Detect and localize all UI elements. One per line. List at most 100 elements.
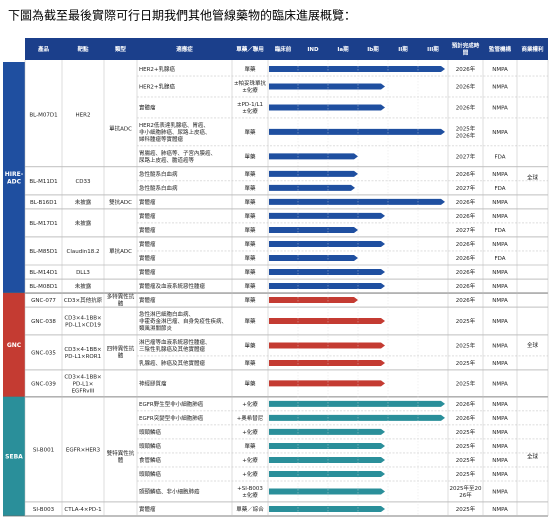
completion-date: 2025年 bbox=[456, 341, 476, 349]
group-name: GNC bbox=[7, 341, 22, 348]
progress-bar bbox=[269, 400, 445, 407]
indication: 頭頸鱗癌、非小細胞肺癌 bbox=[139, 487, 200, 495]
regulator: NMPA bbox=[492, 381, 508, 387]
indication: 胃腸癌、肺癌等、子宮內膜癌、尿路上皮癌、膽道癌等 bbox=[139, 148, 216, 163]
group-band bbox=[3, 293, 25, 397]
regimen: 單藥 bbox=[244, 358, 256, 366]
commercial-rights: 全球 bbox=[527, 173, 539, 181]
drug-type: 雙抗ADC bbox=[109, 197, 132, 205]
progress-bar bbox=[269, 318, 385, 325]
regimen: 單藥 bbox=[244, 441, 256, 449]
group-name: HIRE-ADC bbox=[5, 170, 24, 185]
completion-date: 2025年 2026年 bbox=[456, 124, 476, 139]
completion-date: 2025年至20 26年 bbox=[450, 484, 482, 499]
target: CD33 bbox=[75, 178, 91, 184]
progress-bar bbox=[269, 66, 445, 73]
indication: 淋巴瘤等血液系統惡性腫瘤、三陰性乳腺癌及其他實體瘤 bbox=[139, 338, 211, 353]
column-header: 靶點 bbox=[77, 45, 89, 53]
target: CD3×4-1BB× PD-L1× EGFRvIII bbox=[64, 374, 101, 394]
regulator: NMPA bbox=[492, 489, 508, 495]
regimen: 單藥／綜合 bbox=[236, 504, 264, 512]
regimen: 單藥 bbox=[244, 197, 256, 205]
regulator: FDA bbox=[494, 255, 505, 261]
completion-date: 2026年 bbox=[456, 103, 476, 111]
regulator: NMPA bbox=[492, 298, 508, 304]
progress-bar bbox=[269, 128, 445, 135]
progress-bar bbox=[269, 342, 385, 349]
completion-date: 2025年 bbox=[456, 427, 476, 435]
target: CD3×4-1BB× PD-L1×CD19 bbox=[64, 315, 101, 328]
target: CD3×其他抗原 bbox=[64, 296, 103, 304]
progress-bar bbox=[269, 488, 385, 495]
commercial-rights: 全球 bbox=[527, 340, 539, 348]
progress-bar bbox=[269, 83, 385, 90]
column-header: 適應症 bbox=[176, 45, 193, 53]
product-name: BL-M07D1 bbox=[29, 112, 57, 118]
regulator: NMPA bbox=[492, 213, 508, 219]
target: 未披露 bbox=[75, 197, 92, 205]
target: 未披露 bbox=[75, 218, 92, 226]
indication: 實體瘤 bbox=[139, 253, 156, 261]
target: CD3×4-1BB× PD-L1×ROR1 bbox=[64, 347, 101, 360]
regulator: NMPA bbox=[492, 401, 508, 407]
indication: 急性髓系白血病 bbox=[139, 169, 178, 177]
progress-bar bbox=[269, 297, 358, 304]
completion-date: 2026年 bbox=[456, 211, 476, 219]
product-name: SI-B001 bbox=[33, 447, 54, 453]
completion-date: 2025年 bbox=[456, 441, 476, 449]
column-header: 預計完成時間 bbox=[452, 41, 480, 56]
regulator: NMPA bbox=[492, 199, 508, 205]
regulator: NMPA bbox=[492, 443, 508, 449]
regulator: FDA bbox=[494, 227, 505, 233]
completion-date: 2026年 bbox=[456, 197, 476, 205]
group-name: SEBA bbox=[5, 453, 23, 460]
completion-date: 2026年 bbox=[456, 169, 476, 177]
regimen: 單藥 bbox=[244, 341, 256, 349]
indication: EGFR野生型非小細胞肺癌 bbox=[139, 399, 204, 407]
indication: HER2+乳腺癌 bbox=[139, 65, 176, 73]
column-header: Ib期 bbox=[367, 45, 379, 53]
completion-date: 2025年 bbox=[456, 358, 476, 366]
column-header: 監管機構 bbox=[489, 45, 512, 53]
regulator: NMPA bbox=[492, 360, 508, 366]
regulator: NMPA bbox=[492, 67, 508, 73]
regulator: NMPA bbox=[492, 343, 508, 349]
target: HER2 bbox=[76, 112, 91, 118]
completion-date: 2026年 bbox=[456, 399, 476, 407]
regulator: NMPA bbox=[492, 415, 508, 421]
page-title: 下圖為截至最後實際可行日期我們其他管線藥物的臨床進展概覽： bbox=[8, 8, 356, 23]
drug-type: 多特異性抗體 bbox=[107, 292, 135, 307]
target: DLL3 bbox=[76, 270, 90, 276]
regulator: NMPA bbox=[492, 84, 508, 90]
regimen: ±PD-1/L1 ±化療 bbox=[237, 102, 263, 115]
progress-bar bbox=[269, 505, 385, 512]
product-name: GNC-035 bbox=[31, 350, 56, 356]
column-header: III期 bbox=[427, 45, 439, 53]
target: EGFR×HER3 bbox=[66, 447, 101, 453]
regimen: +化療 bbox=[242, 455, 258, 463]
regulator: NMPA bbox=[492, 270, 508, 276]
completion-date: 2025年 bbox=[456, 469, 476, 477]
regimen: 單藥 bbox=[244, 183, 256, 191]
column-header: 單藥／聯用 bbox=[236, 45, 264, 53]
regulator: FDA bbox=[494, 185, 505, 191]
indication: 急性髓系白血病 bbox=[139, 183, 178, 191]
regimen: +化療 bbox=[242, 399, 258, 407]
column-header: 產品 bbox=[37, 45, 50, 53]
group-band bbox=[3, 62, 25, 294]
target: CTLA-4×PD-1 bbox=[64, 506, 101, 512]
regulator: NMPA bbox=[492, 284, 508, 290]
regulator: NMPA bbox=[492, 457, 508, 463]
drug-type: 雙特異性抗體 bbox=[107, 449, 135, 464]
indication: 實體瘤及血液系統惡性腫瘤 bbox=[139, 282, 206, 290]
indication: 實體瘤 bbox=[139, 504, 156, 512]
regulator: NMPA bbox=[492, 105, 508, 111]
regulator: NMPA bbox=[492, 506, 508, 512]
regulator: FDA bbox=[494, 154, 505, 160]
progress-bar bbox=[269, 428, 385, 435]
regimen: +化療 bbox=[242, 469, 258, 477]
progress-bar bbox=[269, 198, 445, 205]
target: Claudin18.2 bbox=[67, 248, 100, 254]
regimen: 單藥 bbox=[244, 169, 256, 177]
regulator: NMPA bbox=[492, 171, 508, 177]
